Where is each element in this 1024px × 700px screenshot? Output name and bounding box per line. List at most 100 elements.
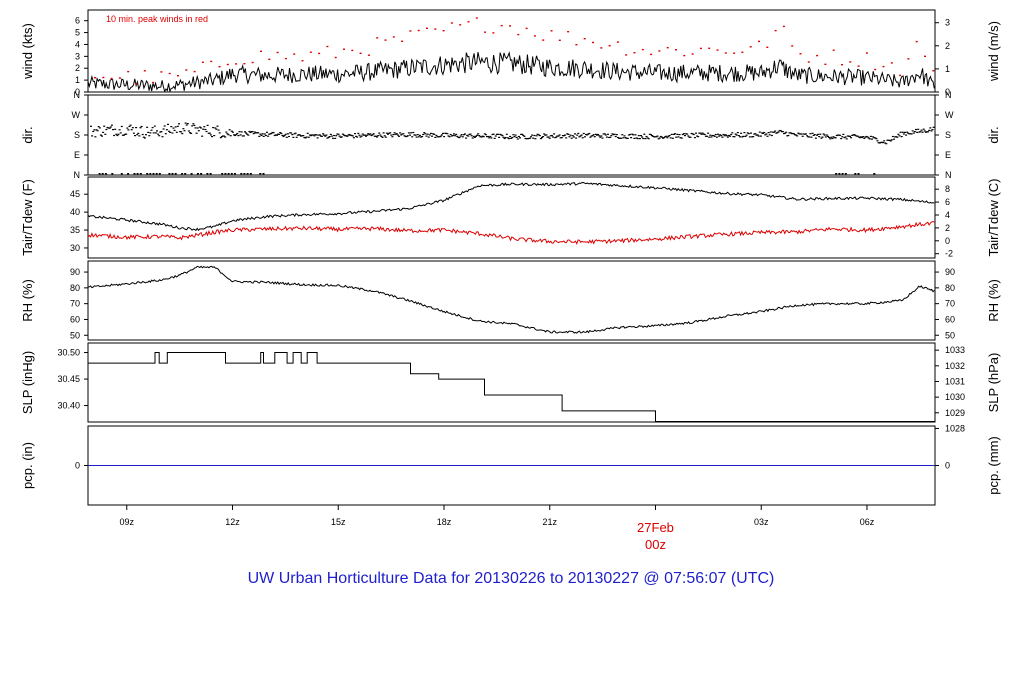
direction-point <box>682 133 685 135</box>
direction-point <box>805 133 807 135</box>
direction-point <box>517 135 520 138</box>
direction-point <box>117 133 120 135</box>
direction-point <box>283 134 286 137</box>
direction-point <box>105 128 108 131</box>
direction-point <box>560 137 563 139</box>
direction-point <box>432 133 435 135</box>
direction-point <box>391 136 394 138</box>
panel-frame-wind <box>87 9 936 93</box>
direction-point <box>92 130 95 133</box>
direction-point <box>450 135 453 137</box>
ytick-left-label: 30 <box>70 243 80 253</box>
direction-point <box>349 134 352 136</box>
peak-wind-point <box>932 70 935 72</box>
direction-point <box>460 134 463 136</box>
direction-point <box>877 142 880 144</box>
direction-point <box>673 133 675 135</box>
direction-point <box>462 134 465 136</box>
direction-point <box>538 135 541 137</box>
direction-point <box>439 135 442 137</box>
direction-point <box>248 130 251 133</box>
direction-calm-point <box>101 173 104 175</box>
direction-point <box>820 137 823 139</box>
direction-point <box>758 131 761 133</box>
peak-wind-point <box>118 77 121 79</box>
direction-point <box>589 136 592 138</box>
direction-point <box>235 134 238 136</box>
direction-point <box>393 132 396 134</box>
direction-calm-point <box>844 173 847 175</box>
direction-point <box>546 136 549 138</box>
ylabel-right-pcp: pcp. (mm) <box>986 436 1001 495</box>
direction-point <box>776 132 779 134</box>
direction-point <box>315 134 318 136</box>
direction-point <box>902 133 905 135</box>
date-label: 27Feb <box>637 520 674 535</box>
ytick-right-label: 0 <box>945 461 950 471</box>
direction-point <box>929 127 932 129</box>
direction-point <box>91 135 94 137</box>
direction-point <box>119 132 122 134</box>
direction-point <box>629 133 631 136</box>
direction-point <box>225 131 228 133</box>
direction-point <box>347 134 350 136</box>
direction-point <box>314 134 317 136</box>
direction-point <box>570 137 573 139</box>
direction-point <box>690 132 693 135</box>
ytick-left-label: 3 <box>75 51 80 61</box>
direction-point <box>652 135 655 137</box>
direction-point <box>372 133 375 135</box>
direction-point <box>693 137 696 139</box>
direction-point <box>379 134 382 136</box>
direction-point <box>856 135 859 137</box>
direction-point <box>842 133 845 135</box>
direction-point <box>424 133 427 135</box>
direction-point <box>723 135 726 137</box>
direction-point <box>497 133 499 135</box>
ytick-left-label: 45 <box>70 189 80 199</box>
direction-point <box>378 132 381 134</box>
direction-point <box>394 133 397 135</box>
direction-point <box>695 132 697 134</box>
direction-point <box>366 134 369 136</box>
direction-point <box>282 135 285 138</box>
direction-point <box>814 137 817 139</box>
direction-point <box>739 136 741 138</box>
direction-point <box>923 130 926 132</box>
direction-point <box>482 136 485 138</box>
direction-point <box>632 134 635 136</box>
direction-point <box>201 135 204 137</box>
direction-point <box>664 136 667 138</box>
direction-point <box>493 137 496 139</box>
direction-point <box>549 135 552 137</box>
direction-point <box>624 137 627 139</box>
direction-calm-point <box>120 173 123 175</box>
direction-point <box>561 135 564 137</box>
direction-point <box>825 134 828 136</box>
direction-point <box>750 132 752 134</box>
direction-point <box>604 134 607 136</box>
direction-point <box>447 135 450 137</box>
direction-point <box>596 134 598 136</box>
direction-point <box>478 135 481 137</box>
direction-point <box>796 135 799 137</box>
peak-wind-point <box>359 52 362 54</box>
direction-point <box>798 133 801 135</box>
direction-point <box>170 126 173 128</box>
direction-point <box>504 137 507 139</box>
direction-point <box>532 137 535 139</box>
peak-wind-point <box>616 41 619 43</box>
peak-wind-point <box>376 37 379 39</box>
direction-calm-point <box>854 173 857 175</box>
direction-point <box>763 131 766 134</box>
direction-point <box>376 136 378 138</box>
peak-wind-point <box>907 58 910 60</box>
direction-point <box>240 131 243 133</box>
direction-point <box>384 136 387 138</box>
direction-point <box>260 134 263 136</box>
direction-point <box>691 133 694 135</box>
direction-point <box>932 126 935 128</box>
direction-point <box>722 133 725 136</box>
direction-point <box>288 135 290 138</box>
